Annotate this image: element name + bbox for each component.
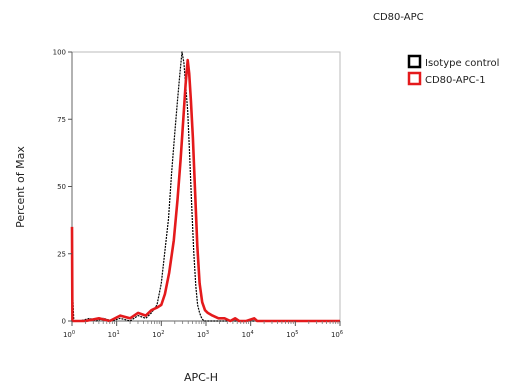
- x-axis-label: APC-H: [184, 371, 218, 384]
- y-tick-label: 25: [57, 250, 66, 258]
- y-tick-label: 0: [62, 318, 66, 326]
- y-tick-label: 50: [57, 183, 66, 191]
- y-axis-label: Percent of Max: [14, 146, 27, 228]
- x-tick-label: 105: [286, 330, 298, 339]
- plot-frame: [71, 51, 341, 322]
- x-tick-label: 104: [242, 330, 254, 339]
- x-tick-label: 102: [152, 330, 164, 339]
- legend-label-isotype-control: Isotype control: [425, 58, 499, 69]
- series-line-cd80-apc-1: [70, 58, 340, 323]
- legend-item-cd80-apc-1: CD80-APC-1: [407, 71, 486, 86]
- x-tick-label: 103: [197, 330, 209, 339]
- plot-area: 0 25 50 75 100 100 101 102 103 104 105 106: [53, 49, 343, 340]
- y-tick-label: 75: [57, 116, 66, 124]
- legend-swatch-cd80-apc-1: [407, 71, 422, 86]
- x-tick-label: 100: [63, 330, 75, 339]
- legend-item-isotype-control: Isotype control: [407, 54, 499, 69]
- legend-swatch-isotype-control: [407, 54, 422, 69]
- x-tick-label: 101: [108, 330, 120, 339]
- series-line-isotype-control: [71, 51, 340, 322]
- chart-title: CD80-APC: [373, 12, 424, 23]
- x-tick-label: 106: [331, 330, 343, 339]
- legend-label-cd80-apc-1: CD80-APC-1: [425, 75, 486, 86]
- y-tick-label: 100: [53, 49, 66, 57]
- legend: Isotype control CD80-APC-1: [407, 54, 499, 86]
